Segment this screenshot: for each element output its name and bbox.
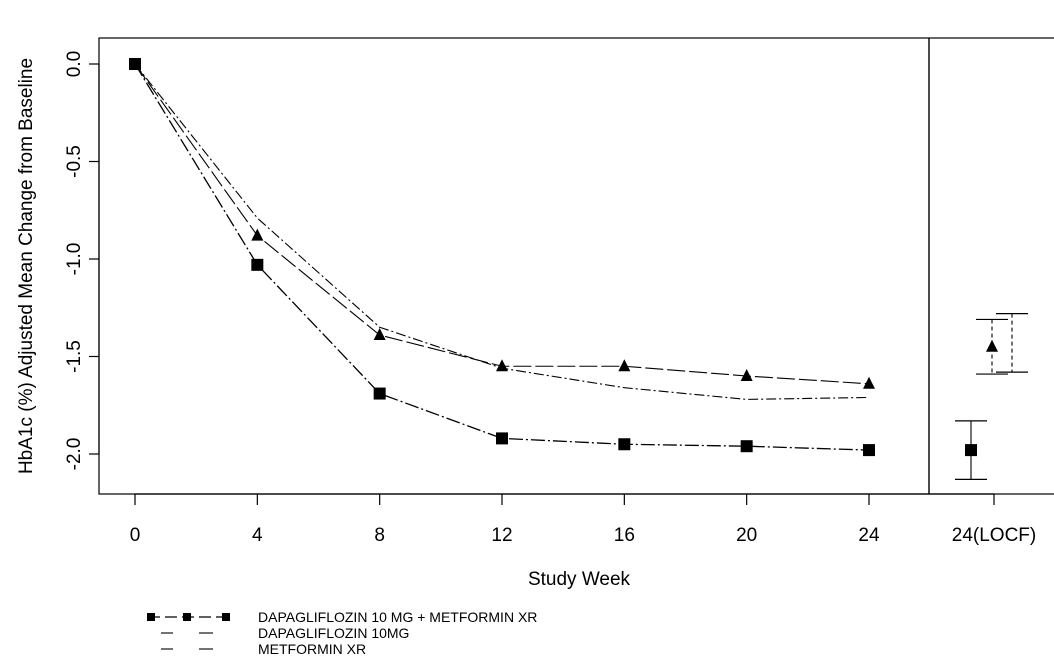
x-tick-label: 12: [491, 525, 512, 546]
data-point-square: [740, 440, 753, 453]
y-axis-title: HbA1c (%) Adjusted Mean Change from Base…: [16, 58, 37, 474]
plot-frame: [98, 37, 1054, 495]
data-point-square: [863, 444, 875, 457]
y-tick-label: -1.5: [64, 340, 85, 373]
data-point-triangle: [618, 359, 631, 372]
x-tick-label: 24(LOCF): [952, 525, 1036, 546]
legend-item-0: DAPAGLIFLOZIN 10 MG + METFORMIN XR: [147, 609, 537, 625]
y-tick-label: -2.0: [64, 438, 85, 471]
legend-label-1: DAPAGLIFLOZIN 10MG: [258, 625, 409, 641]
x-tick-label: 20: [736, 525, 757, 546]
data-point-triangle: [251, 228, 264, 241]
series-line-2: [134, 63, 870, 400]
data-point-triangle: [863, 376, 875, 389]
locf-panel: [955, 313, 1028, 480]
legend: DAPAGLIFLOZIN 10 MG + METFORMIN XR DAPAG…: [147, 609, 537, 657]
y-tick-label: 0.0: [64, 51, 85, 77]
data-point-triangle: [740, 369, 753, 381]
legend-label-0: DAPAGLIFLOZIN 10 MG + METFORMIN XR: [258, 609, 537, 625]
x-tick-label: 4: [252, 525, 263, 546]
data-point-square: [373, 387, 386, 400]
legend-square-marker: [222, 613, 230, 621]
y-axis: 0.0 -0.5 -1.0 -1.5 -2.0: [64, 51, 100, 471]
data-point-triangle: [373, 328, 386, 341]
x-axis: 0 4 8 12 16 20 24 24(LOCF): [130, 493, 1036, 546]
series-lines: [129, 58, 875, 457]
legend-square-marker: [183, 613, 191, 621]
locf-point-square: [965, 444, 977, 457]
legend-item-2: METFORMIN XR: [161, 641, 366, 657]
series-line-0: [134, 63, 870, 451]
x-tick-label: 0: [130, 525, 141, 546]
x-tick-label: 16: [614, 525, 635, 546]
series-line-1: [134, 63, 870, 385]
data-point-square: [251, 258, 264, 271]
data-point-square: [496, 432, 508, 445]
y-tick-label: -1.0: [64, 243, 85, 276]
y-tick-label: -0.5: [64, 145, 85, 178]
legend-item-1: DAPAGLIFLOZIN 10MG: [161, 625, 409, 641]
locf-point-triangle: [986, 339, 998, 352]
legend-square-marker: [147, 613, 155, 621]
x-tick-label: 24: [858, 525, 880, 546]
data-point-square: [618, 438, 631, 451]
x-tick-label: 8: [374, 525, 385, 546]
legend-label-2: METFORMIN XR: [258, 641, 366, 657]
x-axis-title: Study Week: [528, 569, 631, 590]
